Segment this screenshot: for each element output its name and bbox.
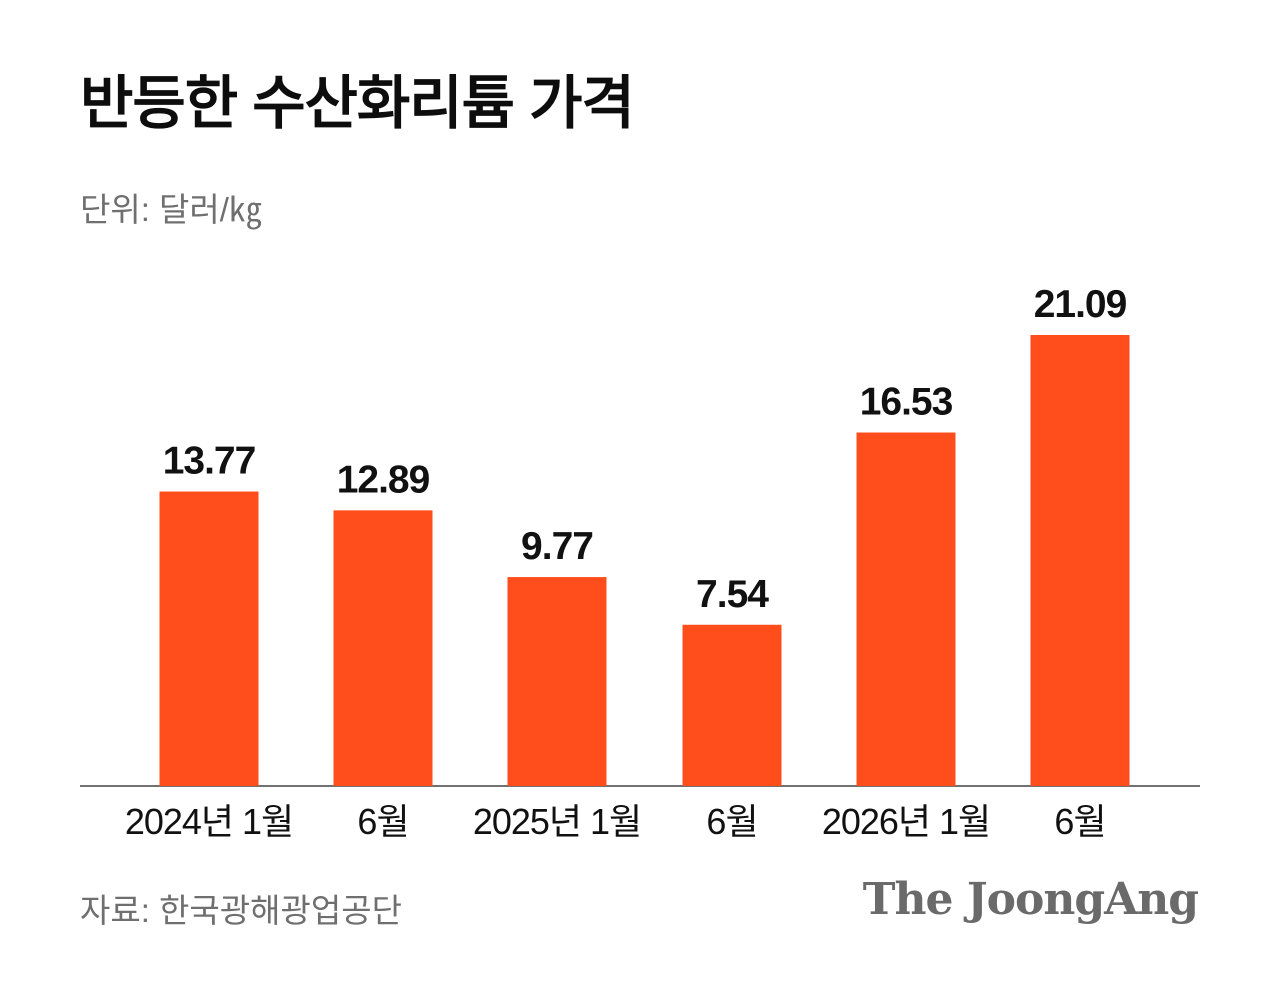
value-label-4: 7.54 bbox=[696, 573, 769, 616]
value-label-1: 13.77 bbox=[163, 440, 256, 483]
bar-1 bbox=[159, 491, 259, 786]
bar-3 bbox=[507, 577, 607, 786]
bar-4 bbox=[682, 624, 782, 786]
value-label-6: 21.09 bbox=[1034, 283, 1127, 326]
bar-6 bbox=[1030, 335, 1130, 786]
bar-2 bbox=[333, 510, 433, 786]
category-label-2: 6월 bbox=[357, 801, 408, 842]
value-label-5: 16.53 bbox=[860, 381, 953, 424]
chart-title: 반등한 수산화리튬 가격 bbox=[80, 71, 635, 136]
category-label-1: 2024년 1월 bbox=[125, 801, 293, 842]
bar-5 bbox=[856, 432, 956, 786]
bars-group: 13.77 2024년 1월 12.89 6월 9.77 2025년 1월 7.54 6월 16… bbox=[125, 283, 1130, 842]
category-label-4: 6월 bbox=[706, 801, 757, 842]
category-label-3: 2025년 1월 bbox=[473, 801, 641, 842]
value-label-3: 9.77 bbox=[521, 525, 593, 568]
unit-label: 단위: 달러/㎏ bbox=[80, 191, 262, 228]
publisher-logo: The JoongAng bbox=[862, 874, 1199, 925]
value-label-2: 12.89 bbox=[337, 458, 430, 501]
category-label-6: 6월 bbox=[1054, 801, 1105, 842]
source-note: 자료: 한국광해광업공단 bbox=[80, 892, 402, 929]
category-label-5: 2026년 1월 bbox=[822, 801, 990, 842]
